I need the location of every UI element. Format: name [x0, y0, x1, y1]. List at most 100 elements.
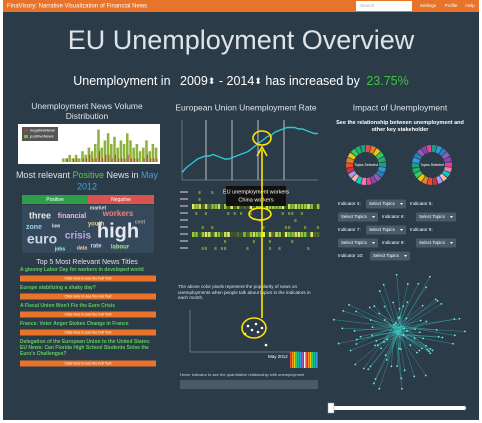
- donut-segment[interactable]: [432, 145, 437, 153]
- donut-segment[interactable]: [412, 163, 420, 168]
- donut-segment[interactable]: [373, 173, 382, 182]
- nav-link[interactable]: Settings: [420, 3, 437, 8]
- donut-segment[interactable]: [347, 152, 356, 160]
- node[interactable]: [383, 305, 386, 308]
- node[interactable]: [435, 329, 438, 331]
- node[interactable]: [406, 282, 409, 285]
- node[interactable]: [452, 342, 455, 345]
- news-title[interactable]: Delegation of the European Union to the …: [20, 339, 151, 357]
- select-button[interactable]: [338, 212, 378, 222]
- node[interactable]: [371, 334, 374, 337]
- donut-segment[interactable]: [373, 148, 381, 157]
- node[interactable]: [395, 273, 398, 276]
- node[interactable]: [392, 301, 395, 304]
- donut-segment[interactable]: [443, 156, 452, 163]
- node[interactable]: [349, 349, 352, 352]
- node[interactable]: [416, 351, 418, 354]
- donut-segment[interactable]: [417, 173, 426, 182]
- node[interactable]: [458, 317, 461, 320]
- slider-track[interactable]: [330, 406, 466, 410]
- node[interactable]: [382, 283, 385, 286]
- donut-segment[interactable]: [439, 173, 448, 182]
- node[interactable]: [414, 328, 416, 331]
- node[interactable]: [402, 305, 405, 308]
- node[interactable]: [429, 347, 432, 350]
- select-button[interactable]: [366, 199, 406, 209]
- node[interactable]: [371, 326, 374, 329]
- node[interactable]: [372, 382, 375, 385]
- node[interactable]: [375, 339, 378, 342]
- node[interactable]: [413, 375, 416, 378]
- node[interactable]: [384, 354, 387, 357]
- node[interactable]: [398, 347, 400, 350]
- select-button[interactable]: [416, 212, 456, 222]
- donut-segment[interactable]: [355, 176, 363, 185]
- donut-segment[interactable]: [378, 162, 386, 167]
- node[interactable]: [353, 329, 356, 332]
- full-text-button[interactable]: [20, 293, 156, 300]
- slider-handle[interactable]: [327, 402, 335, 414]
- nav-link[interactable]: Help: [465, 3, 475, 8]
- node[interactable]: [405, 317, 408, 320]
- news-title[interactable]: France: Voter Anger Stokes Change in Fra…: [20, 321, 129, 327]
- node[interactable]: [385, 358, 388, 361]
- donut-segment[interactable]: [366, 145, 371, 153]
- donut-segment[interactable]: [378, 166, 386, 173]
- donut-segment[interactable]: [369, 145, 377, 154]
- donut-segment[interactable]: [346, 163, 354, 168]
- node[interactable]: [425, 320, 428, 323]
- node[interactable]: [426, 348, 429, 351]
- node[interactable]: [421, 304, 424, 307]
- brand[interactable]: FinaVisory: Narrative Visualization of F…: [7, 4, 147, 10]
- node[interactable]: [376, 344, 379, 347]
- node[interactable]: [422, 337, 425, 340]
- node[interactable]: [368, 306, 371, 309]
- node[interactable]: [403, 369, 406, 372]
- node[interactable]: [378, 387, 381, 390]
- donut-segment[interactable]: [360, 145, 366, 153]
- node[interactable]: [424, 374, 427, 377]
- node[interactable]: [417, 282, 420, 285]
- node[interactable]: [390, 365, 393, 368]
- nav-link[interactable]: Profile: [445, 3, 458, 8]
- node[interactable]: [453, 334, 456, 337]
- full-text-button[interactable]: [20, 360, 156, 367]
- select-button[interactable]: [416, 238, 456, 248]
- negative-button[interactable]: [88, 195, 154, 204]
- node[interactable]: [403, 327, 405, 330]
- node[interactable]: [441, 336, 444, 339]
- node[interactable]: [425, 286, 428, 289]
- node[interactable]: [431, 349, 434, 352]
- donut-segment[interactable]: [427, 177, 432, 185]
- node[interactable]: [369, 365, 372, 368]
- node[interactable]: [419, 319, 422, 322]
- full-text-button[interactable]: [20, 311, 156, 318]
- node[interactable]: [373, 305, 376, 308]
- node[interactable]: [337, 342, 340, 345]
- donut-segment[interactable]: [442, 170, 451, 178]
- select-button[interactable]: [370, 251, 410, 261]
- year-select[interactable]: 2014: [227, 74, 255, 88]
- node[interactable]: [362, 367, 365, 370]
- node[interactable]: [434, 298, 437, 301]
- donut-segment[interactable]: [441, 151, 450, 160]
- donut-segment[interactable]: [375, 151, 384, 160]
- node[interactable]: [380, 347, 382, 350]
- node[interactable]: [398, 307, 401, 310]
- node[interactable]: [418, 331, 421, 334]
- donut-segment[interactable]: [370, 175, 377, 184]
- donut-segment[interactable]: [412, 157, 420, 164]
- donut-segment[interactable]: [432, 177, 438, 186]
- donut-segment[interactable]: [444, 162, 452, 167]
- node[interactable]: [355, 310, 358, 313]
- donut-segment[interactable]: [439, 148, 447, 157]
- donut-segment[interactable]: [444, 166, 452, 173]
- node[interactable]: [348, 303, 351, 306]
- node[interactable]: [378, 312, 381, 315]
- donut-segment[interactable]: [413, 152, 422, 160]
- news-title[interactable]: A Fiscal Union Won't Fix the Euro Crisis: [20, 303, 116, 309]
- node[interactable]: [383, 319, 386, 321]
- node[interactable]: [437, 335, 440, 338]
- donut-segment[interactable]: [348, 170, 357, 179]
- node[interactable]: [428, 350, 430, 353]
